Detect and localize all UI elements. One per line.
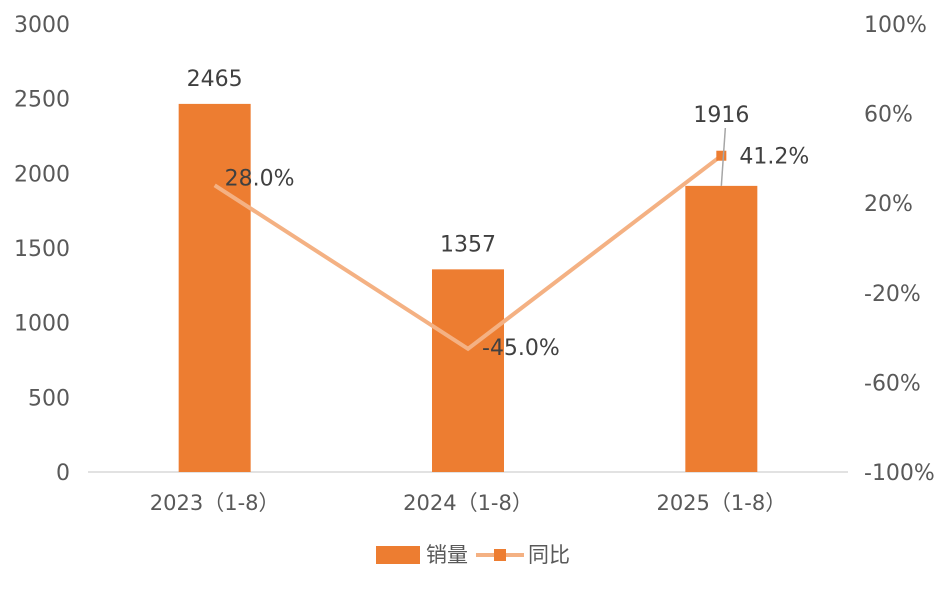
bar-value-label: 1916 bbox=[693, 103, 749, 128]
left-tick-label: 3000 bbox=[14, 13, 70, 38]
bar-value-label: 2465 bbox=[187, 67, 243, 92]
legend-label-line: 同比 bbox=[528, 543, 570, 567]
right-tick-label: 60% bbox=[864, 103, 913, 128]
yoy-value-label: 28.0% bbox=[225, 166, 295, 191]
left-tick-label: 2500 bbox=[14, 88, 70, 113]
legend-swatch-marker bbox=[494, 549, 506, 561]
line-series bbox=[213, 150, 727, 352]
left-axis-ticks: 0 500 1000 1500 2000 2500 3000 bbox=[14, 13, 70, 486]
category-label: 2023（1-8） bbox=[150, 491, 280, 515]
yoy-value-label: -45.0% bbox=[482, 336, 560, 361]
right-tick-label: -20% bbox=[864, 282, 921, 307]
left-tick-label: 2000 bbox=[14, 162, 70, 187]
yoy-marker bbox=[716, 150, 727, 161]
bar bbox=[685, 185, 758, 473]
category-label: 2025（1-8） bbox=[656, 491, 786, 515]
category-labels: 2023（1-8） 2024（1-8） 2025（1-8） bbox=[150, 491, 786, 515]
category-label: 2024（1-8） bbox=[403, 491, 533, 515]
legend: 销量 同比 bbox=[376, 543, 570, 567]
bar bbox=[178, 103, 251, 472]
left-tick-label: 1000 bbox=[14, 312, 70, 337]
yoy-line bbox=[213, 154, 723, 352]
label-leader-line bbox=[720, 127, 727, 186]
right-tick-label: 20% bbox=[864, 192, 913, 217]
bar-value-label: 1357 bbox=[440, 232, 496, 257]
bar-series bbox=[178, 103, 758, 473]
left-tick-label: 500 bbox=[28, 386, 70, 411]
data-labels: 2465 1357 1916 28.0% -45.0% 41.2% bbox=[187, 67, 810, 361]
right-tick-label: -100% bbox=[864, 461, 935, 486]
left-tick-label: 1500 bbox=[14, 237, 70, 262]
yoy-value-label: 41.2% bbox=[739, 145, 809, 170]
bar bbox=[432, 269, 504, 472]
right-tick-label: -60% bbox=[864, 371, 921, 396]
right-axis-ticks: -100% -60% -20% 20% 60% 100% bbox=[864, 13, 935, 486]
legend-label-bar: 销量 bbox=[426, 543, 468, 567]
legend-swatch-bar bbox=[376, 546, 420, 564]
left-tick-label: 0 bbox=[56, 461, 70, 486]
right-tick-label: 100% bbox=[864, 13, 927, 38]
